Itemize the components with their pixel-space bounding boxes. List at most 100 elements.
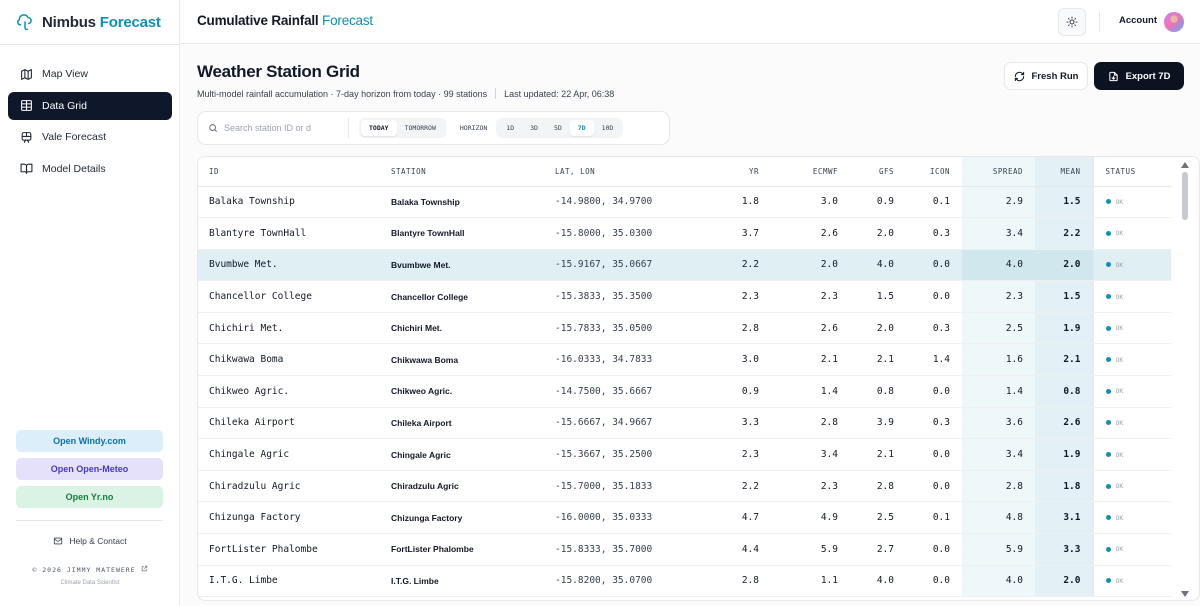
cell-icon: 1.4 — [906, 343, 962, 377]
cell-status: OK — [1092, 280, 1173, 313]
cell-yr: 2.2 — [692, 470, 771, 503]
cell-id: Chileka Airport — [198, 407, 391, 440]
table-row[interactable]: Blantyre TownHall Blantyre TownHall -15.80… — [198, 217, 1173, 250]
table-row[interactable]: Bvumbwe Met. Bvumbwe Met. -15.9167, 35.066… — [198, 249, 1173, 282]
grid-icon — [21, 100, 32, 111]
status-badge: OK — [1115, 197, 1124, 206]
cell-spread: 3.6 — [962, 407, 1035, 440]
cell-icon: 0.3 — [906, 312, 962, 345]
brand-logo[interactable]: Nimbus Forecast — [16, 10, 161, 34]
cell-icon: 0.0 — [906, 249, 962, 282]
cell-gfs: 2.0 — [850, 312, 906, 345]
help-contact-link[interactable]: Help & Contact — [0, 536, 180, 546]
credit-line[interactable]: © 2026 JIMMY MATEWERE — [0, 565, 180, 574]
station-table: ID STATION LAT, LON YR ECMWF GFS ICON SP… — [197, 156, 1200, 601]
toolbar-divider — [348, 118, 349, 138]
cell-yr: 4.4 — [692, 533, 771, 566]
export-button[interactable]: Export 7D — [1094, 62, 1184, 90]
table-row[interactable]: Chingale Agric Chingale Agric -15.3667, 35… — [198, 438, 1173, 471]
file-download-icon — [1108, 71, 1118, 81]
col-header-id[interactable]: ID — [198, 157, 391, 187]
cell-gfs: 3.9 — [850, 407, 906, 440]
header-title: Cumulative Rainfall Forecast — [197, 13, 373, 28]
search-input[interactable] — [224, 123, 324, 133]
status-dot-icon — [1105, 546, 1111, 552]
scroll-up-arrow[interactable] — [1181, 162, 1189, 168]
data-grid: ID STATION LAT, LON YR ECMWF GFS ICON SP… — [198, 157, 1173, 598]
table-scrollbar[interactable] — [1171, 157, 1199, 600]
cell-ecmwf: 3.4 — [771, 438, 850, 471]
table-row[interactable]: FortLister Phalombe FortLister Phalombe -1… — [198, 533, 1173, 566]
table-row[interactable]: Chikweo Agric. Chikweo Agric. -14.7500, 35… — [198, 375, 1173, 408]
col-header-ecmwf[interactable]: ECMWF — [771, 157, 850, 187]
cell-ecmwf: 1.4 — [771, 375, 850, 408]
cell-id: Chikwawa Boma — [198, 343, 391, 377]
cell-spread: 4.0 — [962, 249, 1035, 282]
cloud-rain-icon — [17, 14, 32, 31]
theme-toggle-button[interactable] — [1058, 8, 1086, 36]
status-dot-icon — [1105, 325, 1111, 331]
cell-mean: 2.0 — [1035, 565, 1093, 598]
sidebar-item-vale-forecast[interactable]: Vale Forecast — [8, 123, 172, 151]
col-header-spread[interactable]: SPREAD — [962, 157, 1035, 187]
col-header-gfs[interactable]: GFS — [850, 157, 906, 187]
sidebar-item-map-view[interactable]: Map View — [8, 60, 172, 88]
open-windy-button[interactable]: Open Windy.com — [16, 430, 163, 452]
status-badge: OK — [1115, 513, 1124, 522]
tomorrow-tab[interactable]: TOMORROW — [404, 124, 436, 132]
table-row[interactable]: Chikwawa Boma Chikwawa Boma -16.0333, 34.7… — [198, 343, 1173, 377]
col-header-latlon[interactable]: LAT, LON — [555, 157, 692, 187]
top-header: Cumulative Rainfall Forecast Account — [181, 0, 1200, 44]
horizon-5d[interactable]: 5D — [553, 124, 562, 132]
cell-spread: 4.0 — [962, 565, 1035, 598]
cell-yr: 3.7 — [692, 217, 771, 250]
train-icon — [21, 131, 32, 143]
cell-gfs: 2.5 — [850, 501, 906, 535]
col-header-status[interactable]: STATUS — [1092, 157, 1173, 187]
table-row[interactable]: Chancellor College Chancellor College -15.… — [198, 280, 1173, 313]
status-badge: OK — [1115, 292, 1124, 301]
cell-yr: 4.7 — [692, 501, 771, 535]
col-header-mean[interactable]: MEAN — [1035, 157, 1093, 187]
col-header-station[interactable]: STATION — [391, 157, 555, 187]
horizon-7d[interactable]: 7D — [569, 120, 594, 136]
filter-toolbar: TODAY TOMORROW HORIZON 1D 3D 5D 7D 10D — [197, 111, 670, 145]
cell-gfs: 0.8 — [850, 375, 906, 408]
cell-ecmwf: 4.9 — [771, 501, 850, 535]
cell-icon: 0.0 — [906, 470, 962, 503]
horizon-10d[interactable]: 10D — [601, 124, 614, 132]
cell-station: Chikwawa Boma — [391, 343, 555, 377]
table-row[interactable]: Chichiri Met. Chichiri Met. -15.7833, 35.0… — [198, 312, 1173, 345]
sidebar-item-model-details[interactable]: Model Details — [8, 155, 172, 183]
cell-id: I.T.G. Limbe — [198, 565, 391, 598]
horizon-1d[interactable]: 1D — [506, 124, 515, 132]
fresh-run-button[interactable]: Fresh Run — [1004, 62, 1088, 90]
sidebar-item-data-grid[interactable]: Data Grid — [8, 91, 172, 120]
table-row[interactable]: Balaka Township Balaka Township -14.9800, … — [198, 186, 1173, 219]
status-dot-icon — [1105, 262, 1111, 268]
cell-status: OK — [1092, 533, 1173, 566]
table-row[interactable]: Chileka Airport Chileka Airport -15.6667, … — [198, 407, 1173, 440]
table-row[interactable]: Chizunga Factory Chizunga Factory -16.0000… — [198, 501, 1173, 535]
col-header-icon[interactable]: ICON — [906, 157, 962, 187]
col-header-yr[interactable]: YR — [692, 157, 771, 187]
external-links: Open Windy.com Open Open-Meteo Open Yr.n… — [16, 430, 163, 514]
table-row[interactable]: Chiradzulu Agric Chiradzulu Agric -15.7000… — [198, 470, 1173, 503]
status-dot-icon — [1105, 420, 1111, 426]
scroll-down-arrow[interactable] — [1181, 591, 1189, 597]
cell-status: OK — [1092, 501, 1173, 535]
cell-spread: 2.9 — [962, 186, 1035, 219]
cell-station: I.T.G. Limbe — [391, 565, 555, 598]
open-yr-button[interactable]: Open Yr.no — [16, 486, 163, 508]
today-tab[interactable]: TODAY — [361, 120, 397, 136]
account-menu[interactable]: Account — [1119, 15, 1157, 26]
cell-gfs: 2.1 — [850, 343, 906, 377]
open-open-meteo-button[interactable]: Open Open-Meteo — [16, 458, 163, 480]
cell-icon: 0.0 — [906, 533, 962, 566]
horizon-3d[interactable]: 3D — [530, 124, 538, 132]
scroll-thumb[interactable] — [1182, 172, 1188, 220]
table-row[interactable]: I.T.G. Limbe I.T.G. Limbe -15.8200, 35.070… — [198, 565, 1173, 598]
cell-spread: 5.9 — [962, 533, 1035, 566]
avatar[interactable] — [1164, 12, 1184, 32]
sidebar-item-label: Data Grid — [42, 99, 87, 112]
